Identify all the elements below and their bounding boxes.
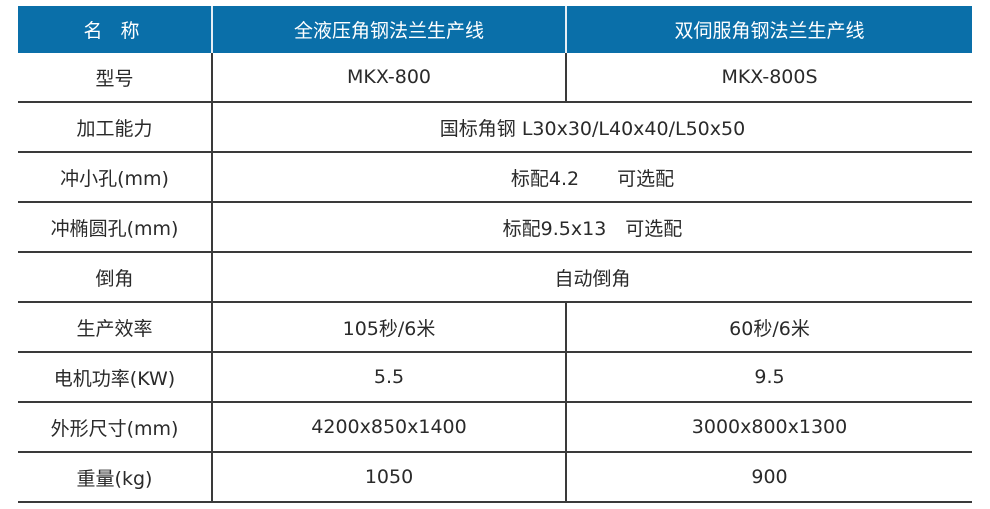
header-model-2: 双伺服角钢法兰生产线 (565, 6, 972, 53)
table-row: 冲小孔(mm) 标配4.2 可选配 (18, 152, 972, 203)
table-row: 生产效率 105秒/6米 60秒/6米 (18, 302, 972, 353)
row-label: 生产效率 (18, 302, 212, 353)
merged-cell: 国标角钢 L30x30/L40x40/L50x50 (211, 102, 972, 153)
header-row: 名 称 全液压角钢法兰生产线 双伺服角钢法兰生产线 (18, 6, 972, 53)
row-label: 冲小孔(mm) (18, 152, 212, 203)
row-label: 冲椭圆孔(mm) (18, 202, 212, 253)
cell: 900 (565, 452, 972, 503)
cell: 1050 (211, 452, 566, 503)
merged-cell: 标配4.2 可选配 (211, 152, 972, 203)
row-label: 倒角 (18, 252, 212, 303)
table-row: 倒角 自动倒角 (18, 252, 972, 303)
cell: MKX-800 (211, 53, 566, 103)
row-label: 加工能力 (18, 102, 212, 153)
cell: 4200x850x1400 (211, 402, 566, 453)
row-label: 电机功率(KW) (18, 352, 212, 403)
table-row: 电机功率(KW) 5.5 9.5 (18, 352, 972, 403)
cell: 105秒/6米 (211, 302, 566, 353)
table-row: 型号 MKX-800 MKX-800S (18, 53, 972, 103)
merged-cell: 自动倒角 (211, 252, 972, 303)
header-model-1: 全液压角钢法兰生产线 (211, 6, 566, 53)
cell: 60秒/6米 (565, 302, 972, 353)
table-row: 冲椭圆孔(mm) 标配9.5x13 可选配 (18, 202, 972, 253)
merged-cell: 标配9.5x13 可选配 (211, 202, 972, 253)
header-name: 名 称 (18, 6, 212, 53)
cell: 9.5 (565, 352, 972, 403)
spec-table: 名 称 全液压角钢法兰生产线 双伺服角钢法兰生产线 型号 MKX-800 MKX… (18, 6, 972, 503)
row-label: 外形尺寸(mm) (18, 402, 212, 453)
cell: 3000x800x1300 (565, 402, 972, 453)
table-row: 加工能力 国标角钢 L30x30/L40x40/L50x50 (18, 102, 972, 153)
row-label: 重量(kg) (18, 452, 212, 503)
cell: MKX-800S (565, 53, 972, 103)
row-label: 型号 (18, 53, 212, 103)
table-row: 外形尺寸(mm) 4200x850x1400 3000x800x1300 (18, 402, 972, 453)
cell: 5.5 (211, 352, 566, 403)
table-row: 重量(kg) 1050 900 (18, 452, 972, 503)
